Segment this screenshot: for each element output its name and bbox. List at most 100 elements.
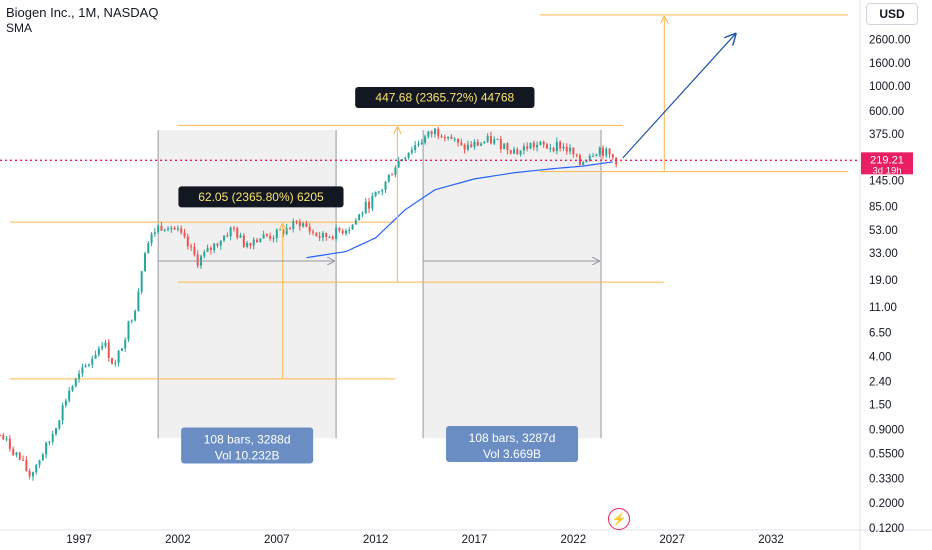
price-axis-tick[interactable]: 0.3300 — [869, 473, 904, 485]
candle-body — [601, 147, 604, 156]
candle-body — [483, 141, 486, 144]
time-axis-tick[interactable]: 2022 — [561, 534, 587, 546]
candle-body — [5, 438, 8, 440]
candle-body — [262, 234, 265, 239]
candle-body — [476, 141, 479, 146]
candle-body — [394, 167, 397, 175]
candle-body — [437, 128, 440, 136]
price-axis-tick[interactable]: 6.50 — [869, 328, 891, 340]
current-price-tag[interactable] — [861, 152, 913, 175]
candle-body — [111, 357, 114, 364]
range-stat-line: Vol 3.669B — [483, 447, 541, 461]
price-axis-tick[interactable]: 19.00 — [869, 275, 898, 287]
candle-body — [499, 139, 502, 150]
candle-body — [269, 235, 272, 239]
lightning-icon[interactable]: ⚡ — [608, 508, 630, 530]
price-axis-tick[interactable]: 1000.00 — [869, 81, 911, 93]
candle-body — [315, 232, 318, 236]
candle-body — [209, 247, 212, 251]
candle-body — [71, 386, 74, 391]
candle-body — [519, 150, 522, 155]
price-axis-tick[interactable]: 0.2000 — [869, 498, 904, 510]
candle-body — [529, 142, 532, 149]
candle-body — [417, 143, 420, 146]
candle-body — [203, 251, 206, 257]
candle-body — [259, 238, 262, 243]
current-price-countdown: 3d 19h — [872, 165, 901, 176]
candle-body — [272, 238, 275, 240]
time-axis-tick[interactable]: 2032 — [758, 534, 784, 546]
price-axis-tick[interactable]: 145.00 — [869, 176, 904, 188]
projection-arrow[interactable] — [622, 34, 736, 159]
candle-body — [595, 154, 598, 156]
price-axis-tick[interactable]: 2.40 — [869, 376, 891, 388]
price-axis-tick[interactable]: 2600.00 — [869, 34, 911, 46]
time-axis-tick[interactable]: 2017 — [462, 534, 488, 546]
candle-body — [427, 131, 430, 137]
candle-body — [598, 147, 601, 155]
candle-body — [536, 144, 539, 148]
price-axis-tick[interactable]: 4.00 — [869, 351, 891, 363]
candle-body — [466, 144, 469, 150]
candle-body — [15, 452, 18, 455]
candle-body — [206, 247, 209, 252]
candle-body — [87, 364, 90, 366]
indicator-label[interactable]: SMA — [6, 21, 33, 35]
candle-body — [578, 155, 581, 165]
price-axis-tick[interactable]: 85.00 — [869, 202, 898, 214]
candle-body — [196, 254, 199, 266]
measure-arrows — [158, 17, 735, 379]
time-axis-tick[interactable]: 2027 — [659, 534, 685, 546]
candle-body — [232, 227, 235, 229]
measure-badge-text: 447.68 (2365.72%) 44768 — [375, 90, 514, 104]
price-axis-tick[interactable]: 11.00 — [869, 302, 897, 314]
price-axis-tick[interactable]: 375.00 — [869, 129, 904, 141]
candle-body — [592, 155, 595, 157]
candle-body — [236, 227, 239, 238]
candle-body — [134, 310, 137, 321]
candle-body — [117, 350, 120, 363]
candle-body — [288, 228, 291, 230]
time-axis-tick[interactable]: 1997 — [66, 534, 92, 546]
price-axis-tick[interactable]: 600.00 — [869, 106, 904, 118]
time-axis-tick[interactable]: 2002 — [165, 534, 191, 546]
price-axis-tick[interactable]: 0.5500 — [869, 448, 904, 460]
candle-body — [509, 150, 512, 154]
range-stat-0: 108 bars, 3288d Vol 10.232B — [181, 427, 314, 464]
candle-body — [611, 154, 614, 158]
candle-body — [308, 226, 311, 232]
candle-body — [516, 149, 519, 155]
candle-body — [51, 434, 54, 442]
price-axis-tick[interactable]: 33.00 — [869, 248, 898, 260]
candle-body — [608, 148, 611, 155]
measure-badge-0: 62.05 (2365.80%) 6205 — [178, 186, 344, 208]
candle-body — [302, 223, 305, 227]
time-axis-tick[interactable]: 2007 — [264, 534, 290, 546]
candle-body — [433, 128, 436, 135]
candle-body — [18, 452, 21, 460]
range-stat-1: 108 bars, 3287d Vol 3.669B — [446, 425, 579, 462]
candle-body — [35, 464, 38, 473]
candle-body — [229, 227, 232, 237]
price-axis-tick[interactable]: 1600.00 — [869, 58, 911, 70]
candle-body — [486, 135, 489, 142]
candle-body — [275, 229, 278, 239]
price-axis-tick[interactable]: 0.9000 — [869, 424, 904, 436]
time-axis-tick[interactable]: 2012 — [363, 534, 389, 546]
candle-body — [0, 434, 1, 436]
candle-body — [61, 405, 64, 421]
candle-body — [2, 435, 5, 440]
candle-body — [216, 243, 219, 246]
price-axis-tick[interactable]: 0.1200 — [869, 523, 904, 535]
candle-body — [22, 459, 25, 461]
candle-body — [430, 131, 433, 135]
measure-labels: 62.05 (2365.80%) 6205 447.68 (2365.72%) 4… — [178, 86, 579, 464]
candle-body — [130, 320, 133, 322]
price-axis-tick[interactable]: 1.50 — [869, 399, 891, 411]
currency-button[interactable]: USD — [866, 3, 918, 25]
price-axis-tick[interactable]: 53.00 — [869, 225, 898, 237]
range-stat-bg — [181, 427, 314, 464]
range-highlight-boxes — [157, 130, 602, 439]
